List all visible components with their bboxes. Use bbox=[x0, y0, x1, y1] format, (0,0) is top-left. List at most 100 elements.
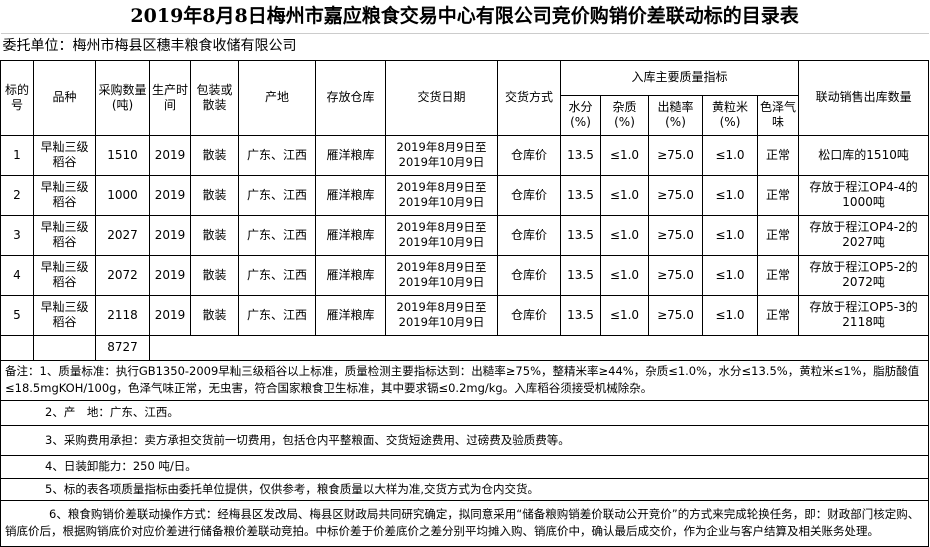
note-6: 6、粮食购销价差联动操作方式：经梅县区发改局、梅县区财政局共同研究确定，拟同意采… bbox=[0, 499, 930, 547]
header-yellow: 黄粒米(%) bbox=[702, 94, 758, 136]
cell-husking: ≥75.0 bbox=[648, 134, 703, 176]
cell-delivery-method: 仓库价 bbox=[497, 214, 561, 256]
cell-husking: ≥75.0 bbox=[648, 254, 703, 296]
cell-delivery-date: 2019年8月9日至2019年10月9日 bbox=[385, 134, 498, 176]
cell-linked-sale: 存放于程江OP5-2的2072吨 bbox=[797, 254, 930, 296]
cell-packing: 散装 bbox=[190, 214, 239, 256]
cell-quantity: 1510 bbox=[95, 134, 150, 176]
note-4: 4、日装卸能力：250 吨/日。 bbox=[0, 454, 930, 479]
cell-quantity: 1000 bbox=[95, 174, 150, 216]
cell-impurity: ≤1.0 bbox=[600, 174, 649, 216]
cell-yellow: ≤1.0 bbox=[702, 134, 758, 176]
total-quantity: 8727 bbox=[95, 334, 150, 361]
cell-origin: 广东、江西 bbox=[238, 134, 316, 176]
header-packing: 包装或散装 bbox=[190, 59, 239, 136]
cell-yellow: ≤1.0 bbox=[702, 174, 758, 216]
cell-impurity: ≤1.0 bbox=[600, 134, 649, 176]
cell-quantity: 2027 bbox=[95, 214, 150, 256]
cell-moisture: 13.5 bbox=[560, 254, 601, 296]
cell-impurity: ≤1.0 bbox=[600, 254, 649, 296]
cell-packing: 散装 bbox=[190, 134, 239, 176]
total-blank bbox=[149, 334, 930, 360]
cell-moisture: 13.5 bbox=[560, 294, 601, 336]
cell-variety: 早籼三级稻谷 bbox=[33, 254, 96, 296]
cell-impurity: ≤1.0 bbox=[600, 214, 649, 256]
cell-linked-sale: 存放于程江OP4-4的1000吨 bbox=[797, 174, 930, 216]
note-3: 3、采购费用承担：卖方承担交货前一切费用，包括仓内平整粮面、交货短途费用、过磅费… bbox=[0, 424, 930, 456]
cell-variety: 早籼三级稻谷 bbox=[33, 174, 96, 216]
cell-variety: 早籼三级稻谷 bbox=[33, 294, 96, 336]
cell-husking: ≥75.0 bbox=[648, 294, 703, 336]
cell-yellow: ≤1.0 bbox=[702, 214, 758, 256]
cell-origin: 广东、江西 bbox=[238, 174, 316, 216]
page-title: 2019年8月8日梅州市嘉应粮食交易中心有限公司竞价购销价差联动标的目录表 bbox=[0, 0, 929, 34]
cell-delivery-method: 仓库价 bbox=[497, 174, 561, 216]
header-linked-sale: 联动销售出库数量 bbox=[797, 59, 930, 136]
table-row: 1 早籼三级稻谷 1510 2019 散装 广东、江西 雁洋粮库 2019年8月9日至2019… bbox=[0, 134, 930, 176]
cell-origin: 广东、江西 bbox=[238, 294, 316, 336]
header-color: 色泽气味 bbox=[757, 94, 799, 136]
cell-delivery-date: 2019年8月9日至2019年10月9日 bbox=[385, 174, 498, 216]
cell-delivery-date: 2019年8月9日至2019年10月9日 bbox=[385, 254, 498, 296]
header-quantity: 采购数量(吨) bbox=[95, 59, 150, 136]
cell-yellow: ≤1.0 bbox=[702, 254, 758, 296]
cell-husking: ≥75.0 bbox=[648, 174, 703, 216]
cell-linked-sale: 存放于程江OP5-3的2118吨 bbox=[797, 294, 930, 336]
total-blank bbox=[0, 334, 34, 361]
header-no: 标的号 bbox=[0, 59, 34, 136]
header-variety: 品种 bbox=[33, 59, 96, 136]
note-1: 备注：1、质量标准：执行GB1350-2009早籼三级稻谷以上标准，质量检测主要… bbox=[0, 359, 930, 401]
note-5: 5、标的表各项质量指标由委托单位提供，仅供参考，粮食质量以大样为准,交货方式为仓… bbox=[0, 477, 930, 501]
cell-color: 正常 bbox=[757, 134, 799, 176]
cell-moisture: 13.5 bbox=[560, 214, 601, 256]
cell-variety: 早籼三级稻谷 bbox=[33, 134, 96, 176]
cell-warehouse: 雁洋粮库 bbox=[315, 294, 386, 336]
cell-no: 2 bbox=[0, 174, 34, 216]
note-2: 2、产 地：广东、江西。 bbox=[0, 399, 930, 426]
cell-year: 2019 bbox=[149, 294, 191, 336]
cell-origin: 广东、江西 bbox=[238, 214, 316, 256]
table-row: 2 早籼三级稻谷 1000 2019 散装 广东、江西 雁洋粮库 2019年8月9日至2019… bbox=[0, 174, 930, 216]
cell-warehouse: 雁洋粮库 bbox=[315, 174, 386, 216]
cell-linked-sale: 松口库的1510吨 bbox=[797, 134, 930, 176]
table-row: 5 早籼三级稻谷 2118 2019 散装 广东、江西 雁洋粮库 2019年8月9日至2019… bbox=[0, 294, 930, 336]
header-delivery-method: 交货方式 bbox=[497, 59, 561, 136]
header-moisture: 水分(%) bbox=[560, 94, 601, 136]
header-impurity: 杂质(%) bbox=[600, 94, 649, 136]
cell-year: 2019 bbox=[149, 174, 191, 216]
cell-no: 5 bbox=[0, 294, 34, 336]
cell-warehouse: 雁洋粮库 bbox=[315, 254, 386, 296]
cell-color: 正常 bbox=[757, 214, 799, 256]
cell-year: 2019 bbox=[149, 214, 191, 256]
cell-delivery-method: 仓库价 bbox=[497, 254, 561, 296]
header-delivery-date: 交货日期 bbox=[385, 59, 498, 136]
cell-variety: 早籼三级稻谷 bbox=[33, 214, 96, 256]
total-blank bbox=[33, 334, 96, 361]
cell-quantity: 2072 bbox=[95, 254, 150, 296]
cell-delivery-date: 2019年8月9日至2019年10月9日 bbox=[385, 214, 498, 256]
cell-year: 2019 bbox=[149, 134, 191, 176]
table-row: 3 早籼三级稻谷 2027 2019 散装 广东、江西 雁洋粮库 2019年8月9日至2019… bbox=[0, 214, 930, 256]
cell-moisture: 13.5 bbox=[560, 134, 601, 176]
cell-packing: 散装 bbox=[190, 294, 239, 336]
cell-color: 正常 bbox=[757, 294, 799, 336]
header-year: 生产时间 bbox=[149, 59, 191, 136]
cell-no: 1 bbox=[0, 134, 34, 176]
header-origin: 产地 bbox=[238, 59, 316, 136]
cell-warehouse: 雁洋粮库 bbox=[315, 214, 386, 256]
cell-year: 2019 bbox=[149, 254, 191, 296]
cell-no: 3 bbox=[0, 214, 34, 256]
cell-linked-sale: 存放于程江OP4-2的2027吨 bbox=[797, 214, 930, 256]
cell-packing: 散装 bbox=[190, 254, 239, 296]
cell-color: 正常 bbox=[757, 254, 799, 296]
cell-color: 正常 bbox=[757, 174, 799, 216]
cell-delivery-method: 仓库价 bbox=[497, 134, 561, 176]
cell-packing: 散装 bbox=[190, 174, 239, 216]
cell-delivery-method: 仓库价 bbox=[497, 294, 561, 336]
table-row: 4 早籼三级稻谷 2072 2019 散装 广东、江西 雁洋粮库 2019年8月9日至2019… bbox=[0, 254, 930, 296]
cell-yellow: ≤1.0 bbox=[702, 294, 758, 336]
cell-no: 4 bbox=[0, 254, 34, 296]
cell-quantity: 2118 bbox=[95, 294, 150, 336]
cell-impurity: ≤1.0 bbox=[600, 294, 649, 336]
